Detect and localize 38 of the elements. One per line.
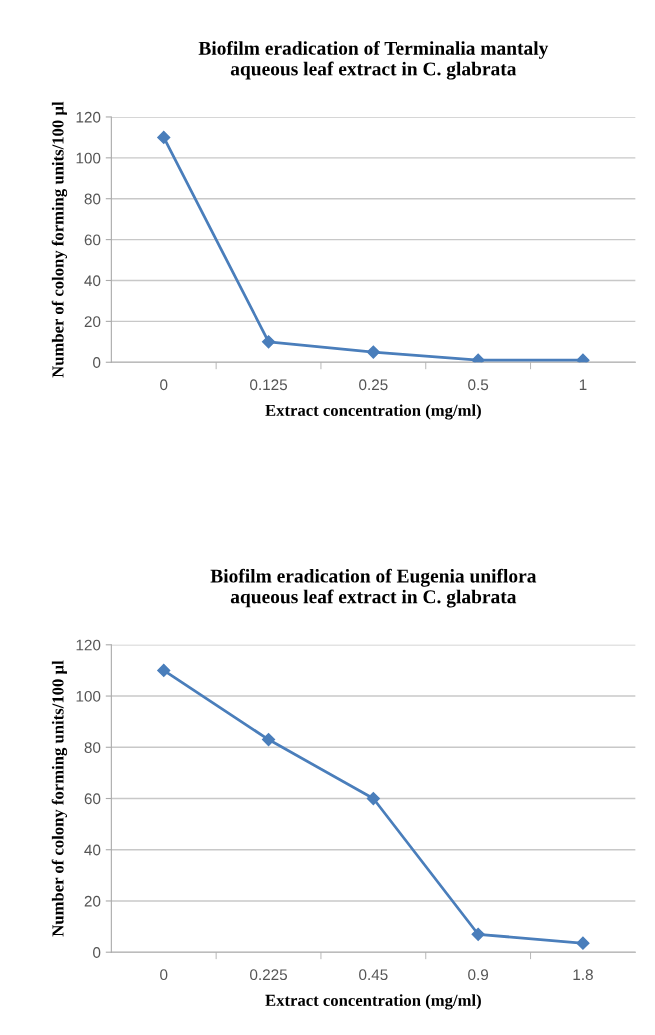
chart-title: Biofilm eradication of Eugenia uniflora aqueous leaf extract in C. glabrata — [210, 568, 537, 608]
x-tick-label: 0 — [160, 379, 168, 391]
y-tick-label: 80 — [84, 193, 101, 205]
x-tick-label: 0.5 — [468, 379, 489, 391]
x-tick-label: 0.125 — [250, 379, 288, 391]
x-tick-label: 0.45 — [359, 969, 388, 981]
point — [366, 345, 380, 359]
y-tick-label: 20 — [84, 895, 101, 907]
y-axis-title: Number of colony forming units/100 µl — [51, 660, 68, 937]
point — [157, 663, 171, 678]
y-tick-label: 0 — [93, 947, 101, 958]
y-tick-label: 120 — [76, 111, 101, 123]
y-tick-label: 60 — [84, 793, 101, 805]
x-tick-label: 1 — [579, 379, 587, 390]
point — [366, 791, 380, 806]
y-tick-label: 20 — [84, 316, 101, 328]
x-axis-title: Extract concentration (mg/ml) — [265, 994, 481, 1010]
x-tick-label: 0.225 — [250, 969, 288, 981]
y-tick-label: 40 — [84, 275, 101, 287]
x-tick-label: 0.25 — [359, 379, 388, 391]
y-tick-label: 100 — [76, 690, 101, 702]
y-tick-label: 0 — [93, 357, 101, 368]
point — [261, 335, 276, 349]
point — [157, 130, 171, 144]
point — [261, 732, 276, 747]
y-tick-label: 80 — [84, 742, 101, 753]
x-tick-label: 0 — [160, 969, 168, 981]
chart-title: Biofilm eradication of Terminalia mantaly aqueous leaf extract in C. glabrata — [198, 40, 549, 80]
point — [471, 927, 485, 941]
y-tick-label: 100 — [76, 152, 101, 164]
x-tick-label: 0.9 — [468, 969, 489, 981]
x-tick-label: 1.8 — [573, 969, 593, 981]
y-tick-label: 40 — [84, 844, 101, 856]
y-axis-title: Number of colony forming units/100 µl — [51, 101, 68, 378]
x-axis-title: Extract concentration (mg/ml) — [265, 404, 481, 420]
y-tick-label: 60 — [84, 234, 101, 246]
y-tick-label: 120 — [76, 639, 101, 651]
point — [576, 936, 590, 950]
